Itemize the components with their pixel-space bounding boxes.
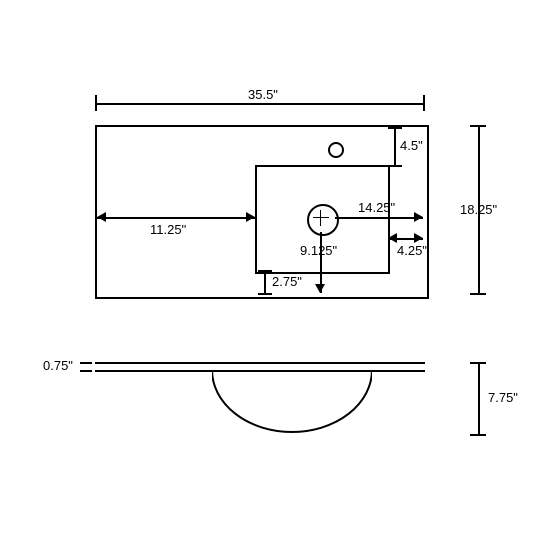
dim-drain-right-label: 14.25" xyxy=(358,200,395,215)
dim-top-offset-capT xyxy=(388,127,402,129)
drawing-canvas: 35.5" 18.25" 4.5" 11.25" 14.25" 4.25" 9.… xyxy=(0,0,550,550)
dim-bowl-depth-bar xyxy=(478,362,480,434)
dim-total-height-label: 18.25" xyxy=(460,202,497,217)
dim-bottom-offset-label: 2.75" xyxy=(272,274,302,289)
faucet-hole xyxy=(328,142,344,158)
dim-left-offset-arrR xyxy=(246,212,255,222)
dim-top-offset-bar xyxy=(394,127,396,165)
dim-bowl-depth-label: 7.75" xyxy=(488,390,518,405)
bowl-curve xyxy=(212,370,372,440)
dim-bowl-depth-capB xyxy=(470,434,486,436)
dim-total-width-capR xyxy=(423,95,425,111)
dim-thickness-capB xyxy=(80,370,92,372)
dim-right-offset-arrL xyxy=(388,233,397,243)
dim-thickness-label: 0.75" xyxy=(43,358,73,373)
dim-right-offset-label: 4.25" xyxy=(397,243,427,258)
dim-total-width-bar xyxy=(95,103,425,105)
dim-thickness-capT xyxy=(80,362,92,364)
slab-top-line xyxy=(95,362,425,364)
dim-bowl-depth-capT xyxy=(470,362,486,364)
dim-drain-bottom-arr xyxy=(315,284,325,293)
dim-left-offset-label: 11.25" xyxy=(150,222,186,237)
dim-right-offset-arrR xyxy=(414,233,423,243)
dim-bottom-offset-capB xyxy=(258,293,272,295)
drain-cross-v xyxy=(320,210,321,226)
dim-total-height-capB xyxy=(470,293,486,295)
dim-left-offset-arrL xyxy=(97,212,106,222)
dim-total-width-capL xyxy=(95,95,97,111)
dim-left-offset-bar xyxy=(97,217,255,219)
dim-bottom-offset-capT xyxy=(258,270,272,272)
dim-top-offset-label: 4.5" xyxy=(400,138,423,153)
dim-bottom-offset-bar xyxy=(264,270,266,293)
dim-top-offset-capB xyxy=(388,165,402,167)
dim-drain-right-arr xyxy=(414,212,423,222)
drain-cross-h xyxy=(313,217,329,218)
dim-total-height-capT xyxy=(470,125,486,127)
dim-drain-right-bar xyxy=(335,217,423,219)
drain-circle xyxy=(307,204,339,236)
dim-total-width-label: 35.5" xyxy=(248,87,278,102)
dim-drain-bottom-label: 9.125" xyxy=(300,243,337,258)
